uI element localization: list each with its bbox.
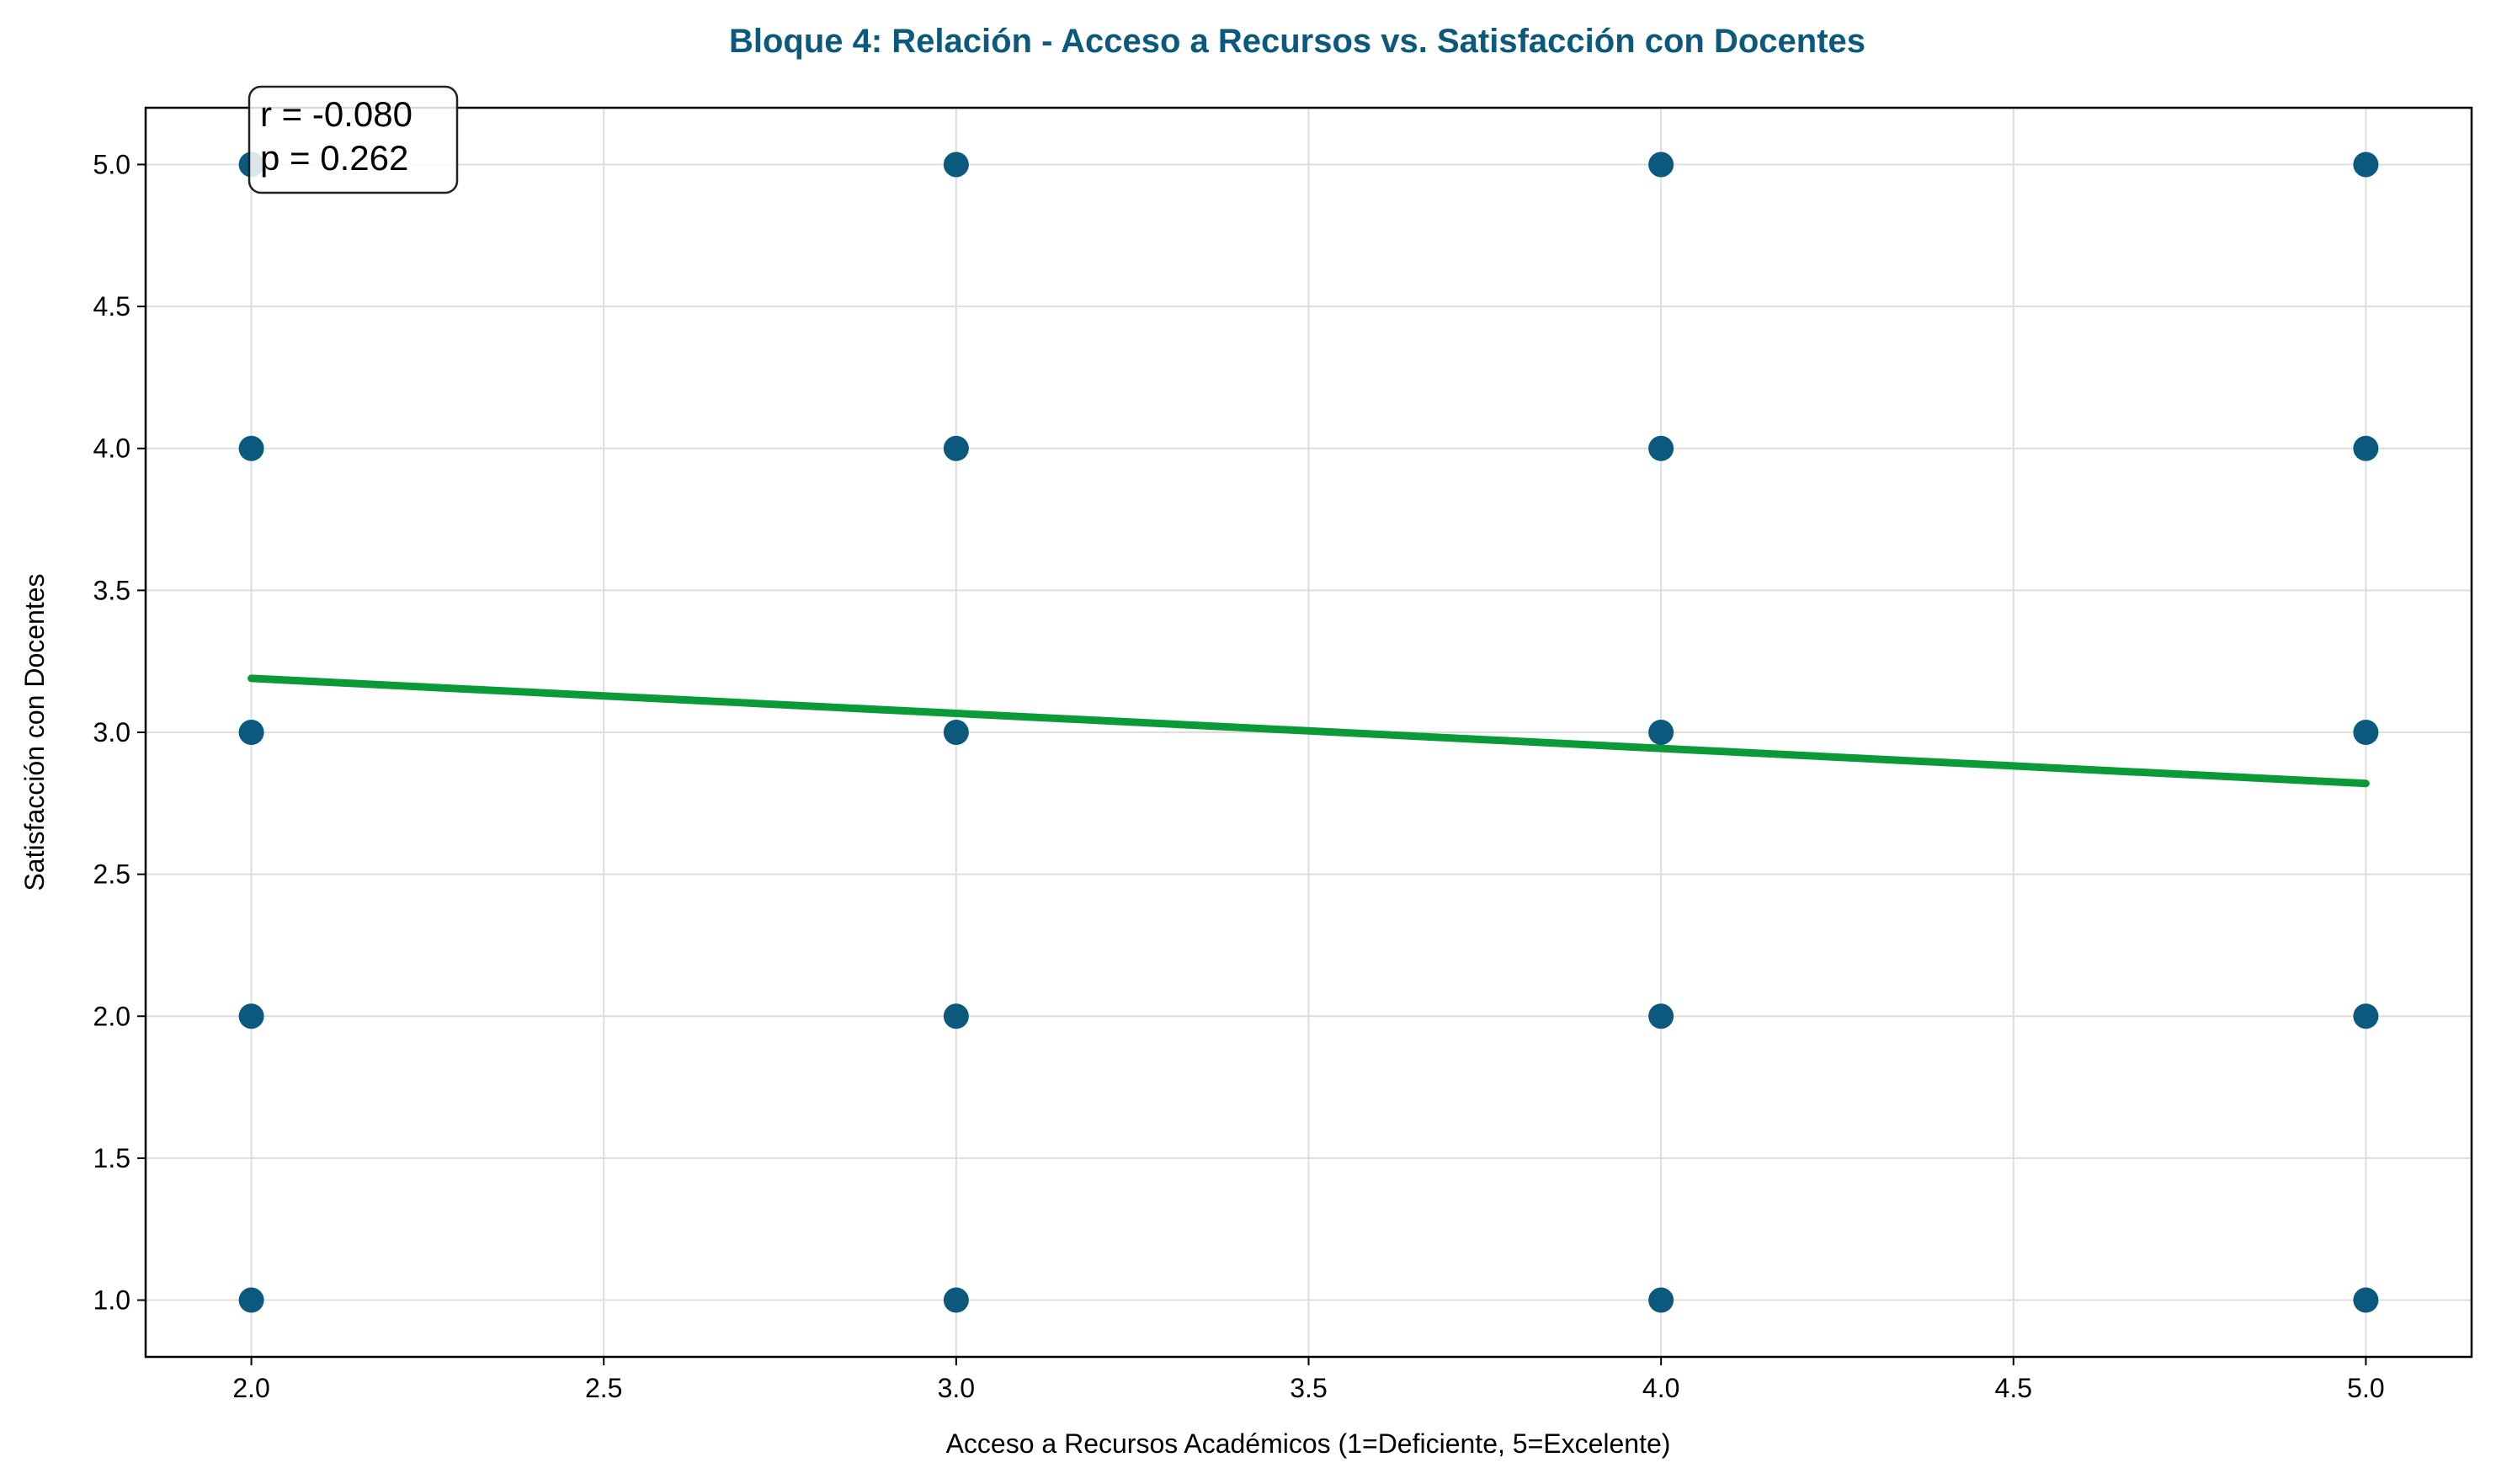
data-point bbox=[1648, 1003, 1674, 1029]
y-tick-label: 5.0 bbox=[93, 149, 130, 179]
x-axis-ticks: 2.0 2.5 3.0 3.5 4.0 4.5 5.0 bbox=[232, 1357, 2385, 1403]
trend-line-layer bbox=[247, 674, 2370, 788]
x-tick-label: 3.0 bbox=[938, 1373, 975, 1403]
data-point bbox=[238, 1287, 264, 1313]
data-point bbox=[1648, 1287, 1674, 1313]
x-tick-label: 2.0 bbox=[232, 1373, 269, 1403]
data-point bbox=[943, 1003, 969, 1029]
data-point bbox=[943, 435, 969, 461]
data-point bbox=[943, 152, 969, 178]
p-value-text: p = 0.262 bbox=[260, 138, 408, 178]
y-tick-label: 3.5 bbox=[93, 575, 130, 605]
data-point bbox=[2353, 435, 2379, 461]
x-tick-label: 2.5 bbox=[585, 1373, 622, 1403]
y-tick-label: 3.0 bbox=[93, 717, 130, 747]
x-axis-label: Acceso a Recursos Académicos (1=Deficien… bbox=[946, 1428, 1671, 1459]
y-axis-label: Satisfacción con Docentes bbox=[19, 573, 50, 891]
y-tick-label: 1.5 bbox=[93, 1143, 130, 1173]
grid-lines bbox=[146, 108, 2472, 1357]
data-point bbox=[943, 720, 969, 745]
data-point bbox=[1648, 152, 1674, 178]
data-point bbox=[943, 1287, 969, 1313]
data-point bbox=[1648, 435, 1674, 461]
y-tick-label: 2.0 bbox=[93, 1001, 130, 1031]
y-axis-ticks: 1.0 1.5 2.0 2.5 3.0 3.5 4.0 4.5 5.0 bbox=[93, 149, 146, 1316]
x-tick-label: 5.0 bbox=[2347, 1373, 2384, 1403]
data-point bbox=[1648, 720, 1674, 745]
x-tick-label: 3.5 bbox=[1290, 1373, 1327, 1403]
data-point bbox=[2353, 720, 2379, 745]
stats-box bbox=[247, 85, 459, 194]
data-point bbox=[238, 1003, 264, 1029]
y-tick-label: 2.5 bbox=[93, 859, 130, 890]
y-tick-label: 4.0 bbox=[93, 433, 130, 464]
y-tick-label: 1.0 bbox=[93, 1285, 130, 1316]
data-point bbox=[2353, 1003, 2379, 1029]
x-tick-label: 4.0 bbox=[1642, 1373, 1679, 1403]
chart-title: Bloque 4: Relación - Acceso a Recursos v… bbox=[729, 23, 1865, 60]
y-tick-label: 4.5 bbox=[93, 291, 130, 322]
data-point bbox=[2353, 152, 2379, 178]
x-tick-label: 4.5 bbox=[1995, 1373, 2032, 1403]
data-point bbox=[2353, 1287, 2379, 1313]
trend-line bbox=[247, 674, 2370, 788]
correlation-r-text: r = -0.080 bbox=[260, 94, 412, 134]
data-point bbox=[238, 435, 264, 461]
data-point bbox=[238, 720, 264, 745]
stats-annotation: r = -0.080 p = 0.262 bbox=[247, 85, 459, 194]
